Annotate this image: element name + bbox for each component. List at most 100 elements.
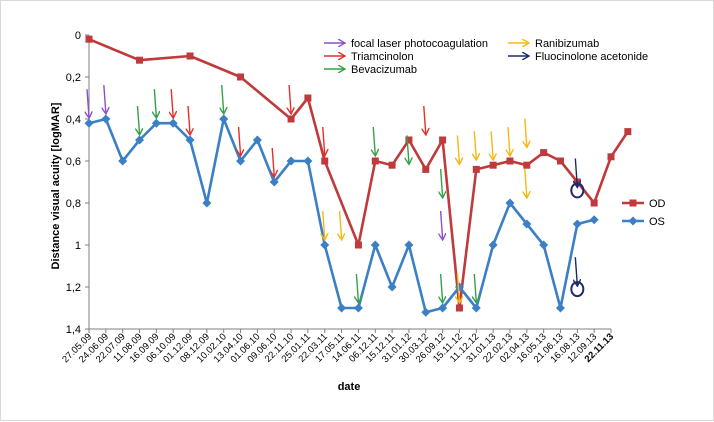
data-point bbox=[422, 165, 430, 173]
series-line bbox=[88, 117, 595, 314]
data-point bbox=[387, 282, 397, 292]
treatment-arrow bbox=[154, 89, 156, 117]
highlight-circle bbox=[570, 281, 585, 298]
data-point bbox=[421, 307, 431, 317]
treatment-arrow bbox=[222, 84, 224, 113]
data-point bbox=[472, 165, 480, 173]
series-legend-item: OS bbox=[622, 216, 665, 228]
data-point bbox=[540, 149, 548, 157]
series-layer bbox=[84, 35, 632, 317]
y-tick-label: 0,2 bbox=[66, 72, 81, 84]
data-point bbox=[135, 135, 145, 145]
data-point bbox=[405, 136, 413, 144]
data-point bbox=[370, 240, 380, 250]
treatment-arrow bbox=[138, 105, 140, 134]
treatment-arrow bbox=[424, 105, 426, 134]
legend-marker bbox=[628, 216, 638, 226]
treatment-arrow bbox=[525, 118, 527, 147]
treatment-arrow bbox=[474, 131, 476, 159]
treatment-arrow bbox=[575, 158, 577, 187]
data-point bbox=[321, 157, 329, 165]
data-point bbox=[506, 157, 514, 165]
data-point bbox=[522, 219, 532, 229]
treatment-arrow bbox=[457, 135, 459, 163]
data-point bbox=[118, 156, 128, 166]
treatment-arrow bbox=[373, 126, 375, 155]
data-point bbox=[287, 115, 295, 123]
x-axis-title: date bbox=[338, 381, 361, 393]
y-tick-label: 1,2 bbox=[66, 282, 81, 294]
series-legend: OD OS bbox=[622, 198, 666, 228]
data-point bbox=[353, 303, 363, 313]
treatment-arrow bbox=[491, 131, 493, 159]
treatment-arrow bbox=[474, 273, 476, 302]
treatment-arrow bbox=[289, 84, 291, 113]
series-legend-item: OD bbox=[622, 198, 666, 210]
highlight-circle bbox=[570, 182, 585, 199]
data-point bbox=[185, 135, 195, 145]
data-point bbox=[304, 94, 312, 102]
treatment-arrow bbox=[323, 126, 325, 155]
data-point bbox=[186, 52, 194, 60]
data-point bbox=[454, 282, 464, 292]
treatment-arrow bbox=[525, 168, 527, 197]
data-point bbox=[455, 304, 463, 312]
data-point bbox=[101, 114, 111, 124]
data-point bbox=[590, 199, 598, 207]
treatment-legend-label: Bevacizumab bbox=[351, 64, 417, 76]
data-point bbox=[505, 198, 515, 208]
data-point bbox=[404, 240, 414, 250]
treatment-arrow bbox=[441, 168, 443, 197]
treatment-arrow bbox=[171, 89, 173, 117]
data-point bbox=[572, 219, 582, 229]
data-point bbox=[337, 303, 347, 313]
treatment-legend-label: focal laser photocoagulation bbox=[351, 38, 488, 50]
y-tick-label: 1 bbox=[75, 240, 81, 252]
data-point bbox=[607, 153, 615, 161]
treatment-arrow bbox=[407, 135, 409, 163]
data-point bbox=[439, 136, 447, 144]
data-point bbox=[202, 198, 212, 208]
data-point bbox=[286, 156, 296, 166]
data-point bbox=[236, 156, 246, 166]
treatment-arrow bbox=[457, 273, 459, 302]
treatment-arrow bbox=[356, 273, 358, 302]
data-point bbox=[438, 303, 448, 313]
treatment-legend: focal laser photocoagulationTriamcinolon… bbox=[324, 38, 648, 76]
data-point bbox=[489, 161, 497, 169]
treatment-arrow bbox=[239, 126, 241, 155]
treatment-arrow bbox=[508, 126, 510, 155]
data-point bbox=[219, 114, 229, 124]
data-point bbox=[388, 161, 396, 169]
treatment-arrow bbox=[441, 210, 443, 239]
data-point bbox=[488, 240, 498, 250]
series-legend-label: OD bbox=[649, 198, 666, 210]
series-os bbox=[84, 114, 599, 317]
data-point bbox=[539, 240, 549, 250]
data-point bbox=[556, 157, 564, 165]
treatment-legend-item: Bevacizumab bbox=[324, 64, 417, 76]
treatment-arrow bbox=[441, 273, 443, 302]
data-point bbox=[354, 241, 362, 249]
treatment-legend-label: Triamcinolon bbox=[351, 51, 414, 63]
data-point bbox=[168, 118, 178, 128]
annotation-layer bbox=[87, 84, 585, 302]
y-tick-label: 0,6 bbox=[66, 156, 81, 168]
treatment-arrow bbox=[575, 257, 577, 285]
data-point bbox=[555, 303, 565, 313]
treatment-arrow bbox=[104, 84, 106, 113]
treatment-arrow bbox=[340, 210, 342, 239]
data-point bbox=[320, 240, 330, 250]
series-line bbox=[88, 37, 629, 310]
treatment-legend-item: focal laser photocoagulation bbox=[324, 38, 488, 50]
y-tick-label: 0,4 bbox=[66, 114, 81, 126]
treatment-arrow bbox=[323, 210, 325, 239]
y-tick-label: 0,8 bbox=[66, 198, 81, 210]
data-point bbox=[237, 73, 245, 81]
treatment-legend-item: Fluocinolone acetonide bbox=[508, 51, 648, 63]
data-point bbox=[252, 135, 262, 145]
data-point bbox=[589, 215, 599, 225]
y-tick-label: 0 bbox=[75, 30, 81, 42]
series-legend-label: OS bbox=[649, 216, 665, 228]
